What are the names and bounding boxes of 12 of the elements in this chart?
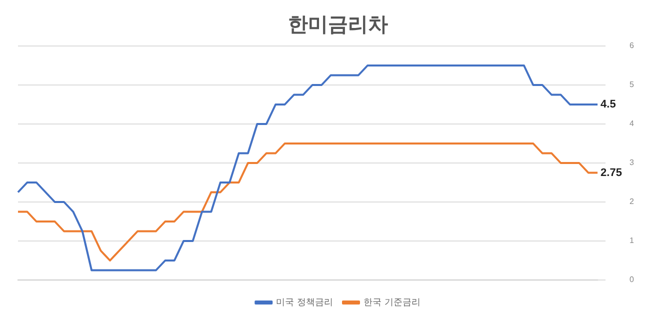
y-tick-label: 4 [630,119,635,128]
y-tick-label: 3 [630,158,635,168]
y-tick-label: 0 [630,275,635,284]
y-tick-label: 6 [630,41,635,50]
chart-title: 한미금리차 [288,12,388,36]
y-tick-label: 5 [630,80,635,90]
legend-label: 미국 정책금리 [276,298,334,308]
data-label: 2.75 [600,166,622,179]
data-label: 4.5 [600,98,616,111]
legend-label: 한국 기준금리 [364,298,420,308]
y-tick-label: 1 [630,236,635,246]
y-tick-label: 2 [630,197,635,206]
